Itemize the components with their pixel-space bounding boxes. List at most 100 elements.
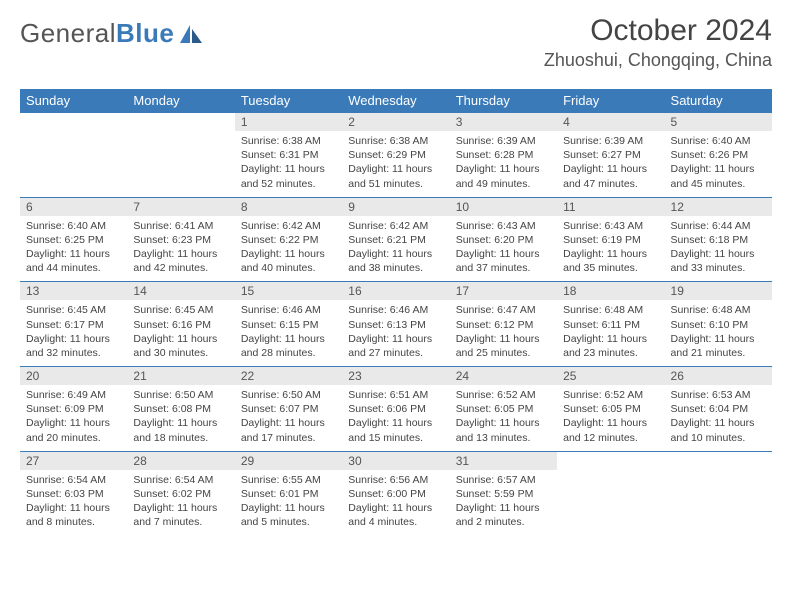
- daynum-row: 13141516171819: [20, 282, 772, 301]
- sunset-line: Sunset: 6:15 PM: [241, 318, 336, 332]
- day-number-cell: 26: [665, 367, 772, 386]
- day-content-cell: [665, 470, 772, 536]
- daylight-line: Daylight: 11 hours and 2 minutes.: [456, 501, 551, 529]
- day-number-cell: 19: [665, 282, 772, 301]
- sunrise-line: Sunrise: 6:43 AM: [563, 219, 658, 233]
- day-content-cell: Sunrise: 6:55 AMSunset: 6:01 PMDaylight:…: [235, 470, 342, 536]
- day-number-cell: 6: [20, 197, 127, 216]
- sunrise-line: Sunrise: 6:52 AM: [456, 388, 551, 402]
- sunrise-line: Sunrise: 6:51 AM: [348, 388, 443, 402]
- day-number-cell: 9: [342, 197, 449, 216]
- logo-part2: Blue: [116, 18, 174, 48]
- sunrise-line: Sunrise: 6:38 AM: [348, 134, 443, 148]
- daylight-line: Daylight: 11 hours and 7 minutes.: [133, 501, 228, 529]
- day-content-cell: Sunrise: 6:50 AMSunset: 6:07 PMDaylight:…: [235, 385, 342, 451]
- sunrise-line: Sunrise: 6:57 AM: [456, 473, 551, 487]
- day-number-cell: 1: [235, 113, 342, 132]
- sunrise-line: Sunrise: 6:52 AM: [563, 388, 658, 402]
- day-number-cell: 29: [235, 451, 342, 470]
- title-block: October 2024 Zhuoshui, Chongqing, China: [544, 14, 772, 71]
- daylight-line: Daylight: 11 hours and 49 minutes.: [456, 162, 551, 190]
- day-number-cell: [557, 451, 664, 470]
- calendar-table: SundayMondayTuesdayWednesdayThursdayFrid…: [20, 89, 772, 535]
- logo: GeneralBlue: [20, 18, 204, 49]
- sunrise-line: Sunrise: 6:48 AM: [671, 303, 766, 317]
- location-text: Zhuoshui, Chongqing, China: [544, 50, 772, 71]
- sunset-line: Sunset: 6:13 PM: [348, 318, 443, 332]
- page-header: GeneralBlue October 2024 Zhuoshui, Chong…: [20, 14, 772, 71]
- content-row: Sunrise: 6:54 AMSunset: 6:03 PMDaylight:…: [20, 470, 772, 536]
- daylight-line: Daylight: 11 hours and 38 minutes.: [348, 247, 443, 275]
- day-content-cell: Sunrise: 6:39 AMSunset: 6:28 PMDaylight:…: [450, 131, 557, 197]
- day-number-cell: 27: [20, 451, 127, 470]
- weekday-header: Thursday: [450, 89, 557, 113]
- weekday-row: SundayMondayTuesdayWednesdayThursdayFrid…: [20, 89, 772, 113]
- sunrise-line: Sunrise: 6:42 AM: [348, 219, 443, 233]
- daylight-line: Daylight: 11 hours and 45 minutes.: [671, 162, 766, 190]
- sunset-line: Sunset: 6:11 PM: [563, 318, 658, 332]
- sunrise-line: Sunrise: 6:40 AM: [671, 134, 766, 148]
- content-row: Sunrise: 6:45 AMSunset: 6:17 PMDaylight:…: [20, 300, 772, 366]
- day-content-cell: Sunrise: 6:54 AMSunset: 6:03 PMDaylight:…: [20, 470, 127, 536]
- daylight-line: Daylight: 11 hours and 27 minutes.: [348, 332, 443, 360]
- sunset-line: Sunset: 6:26 PM: [671, 148, 766, 162]
- day-content-cell: Sunrise: 6:43 AMSunset: 6:19 PMDaylight:…: [557, 216, 664, 282]
- day-number-cell: 24: [450, 367, 557, 386]
- day-content-cell: Sunrise: 6:45 AMSunset: 6:16 PMDaylight:…: [127, 300, 234, 366]
- sunrise-line: Sunrise: 6:47 AM: [456, 303, 551, 317]
- daylight-line: Daylight: 11 hours and 42 minutes.: [133, 247, 228, 275]
- daylight-line: Daylight: 11 hours and 18 minutes.: [133, 416, 228, 444]
- sunrise-line: Sunrise: 6:40 AM: [26, 219, 121, 233]
- sunset-line: Sunset: 6:05 PM: [563, 402, 658, 416]
- weekday-header: Monday: [127, 89, 234, 113]
- day-content-cell: Sunrise: 6:51 AMSunset: 6:06 PMDaylight:…: [342, 385, 449, 451]
- month-title: October 2024: [544, 14, 772, 48]
- logo-part1: General: [20, 18, 116, 48]
- day-number-cell: [127, 113, 234, 132]
- day-content-cell: Sunrise: 6:52 AMSunset: 6:05 PMDaylight:…: [557, 385, 664, 451]
- sunrise-line: Sunrise: 6:41 AM: [133, 219, 228, 233]
- day-content-cell: Sunrise: 6:56 AMSunset: 6:00 PMDaylight:…: [342, 470, 449, 536]
- day-content-cell: Sunrise: 6:40 AMSunset: 6:26 PMDaylight:…: [665, 131, 772, 197]
- day-number-cell: 7: [127, 197, 234, 216]
- weekday-header: Sunday: [20, 89, 127, 113]
- sunrise-line: Sunrise: 6:49 AM: [26, 388, 121, 402]
- sunset-line: Sunset: 6:17 PM: [26, 318, 121, 332]
- day-number-cell: 8: [235, 197, 342, 216]
- day-content-cell: Sunrise: 6:48 AMSunset: 6:10 PMDaylight:…: [665, 300, 772, 366]
- sunset-line: Sunset: 6:12 PM: [456, 318, 551, 332]
- sunrise-line: Sunrise: 6:50 AM: [241, 388, 336, 402]
- day-number-cell: 18: [557, 282, 664, 301]
- day-content-cell: Sunrise: 6:43 AMSunset: 6:20 PMDaylight:…: [450, 216, 557, 282]
- day-number-cell: 12: [665, 197, 772, 216]
- sunset-line: Sunset: 6:25 PM: [26, 233, 121, 247]
- day-number-cell: 23: [342, 367, 449, 386]
- day-content-cell: [127, 131, 234, 197]
- daynum-row: 2728293031: [20, 451, 772, 470]
- sunrise-line: Sunrise: 6:46 AM: [241, 303, 336, 317]
- day-number-cell: 31: [450, 451, 557, 470]
- day-number-cell: 5: [665, 113, 772, 132]
- day-content-cell: Sunrise: 6:52 AMSunset: 6:05 PMDaylight:…: [450, 385, 557, 451]
- sunset-line: Sunset: 6:21 PM: [348, 233, 443, 247]
- daynum-row: 12345: [20, 113, 772, 132]
- daylight-line: Daylight: 11 hours and 51 minutes.: [348, 162, 443, 190]
- day-content-cell: Sunrise: 6:41 AMSunset: 6:23 PMDaylight:…: [127, 216, 234, 282]
- sunset-line: Sunset: 6:01 PM: [241, 487, 336, 501]
- sunset-line: Sunset: 6:06 PM: [348, 402, 443, 416]
- sunset-line: Sunset: 6:16 PM: [133, 318, 228, 332]
- sunrise-line: Sunrise: 6:53 AM: [671, 388, 766, 402]
- content-row: Sunrise: 6:38 AMSunset: 6:31 PMDaylight:…: [20, 131, 772, 197]
- day-content-cell: [20, 131, 127, 197]
- daylight-line: Daylight: 11 hours and 15 minutes.: [348, 416, 443, 444]
- sunset-line: Sunset: 6:10 PM: [671, 318, 766, 332]
- daylight-line: Daylight: 11 hours and 47 minutes.: [563, 162, 658, 190]
- day-content-cell: Sunrise: 6:39 AMSunset: 6:27 PMDaylight:…: [557, 131, 664, 197]
- sunset-line: Sunset: 6:27 PM: [563, 148, 658, 162]
- day-number-cell: 16: [342, 282, 449, 301]
- day-content-cell: Sunrise: 6:46 AMSunset: 6:13 PMDaylight:…: [342, 300, 449, 366]
- day-number-cell: 21: [127, 367, 234, 386]
- sunset-line: Sunset: 6:22 PM: [241, 233, 336, 247]
- daylight-line: Daylight: 11 hours and 13 minutes.: [456, 416, 551, 444]
- daylight-line: Daylight: 11 hours and 8 minutes.: [26, 501, 121, 529]
